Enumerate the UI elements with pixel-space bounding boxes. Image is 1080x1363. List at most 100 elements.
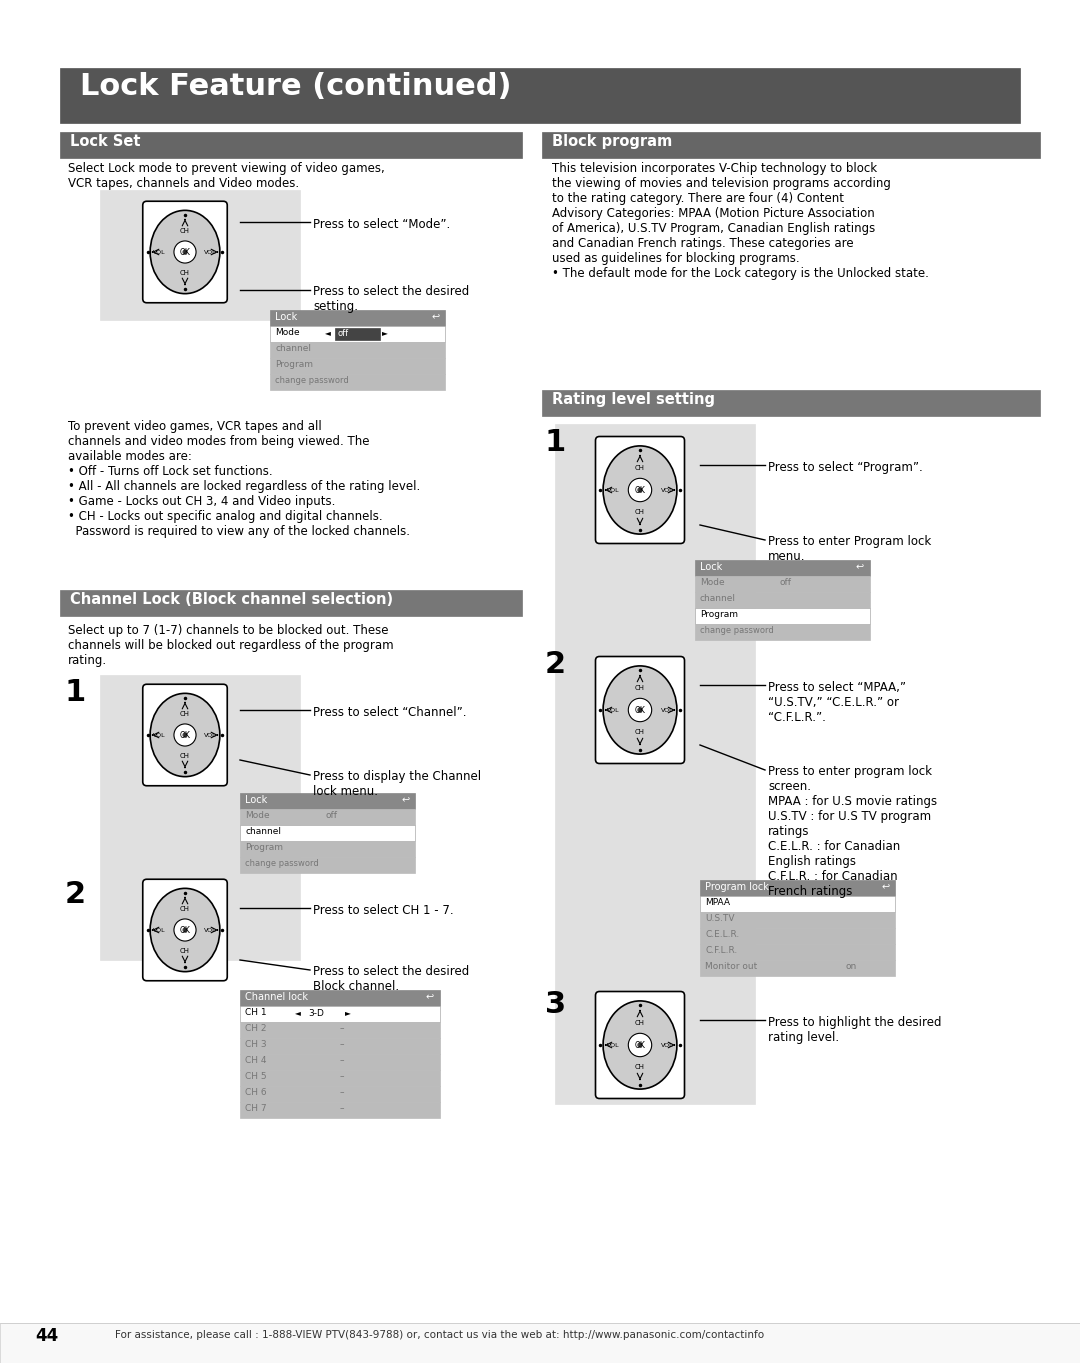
Text: VOL: VOL bbox=[607, 1044, 619, 1048]
Bar bbox=[700, 928, 895, 945]
Text: CH: CH bbox=[635, 729, 645, 735]
Text: CH: CH bbox=[635, 510, 645, 515]
Text: Press to select “Channel”.: Press to select “Channel”. bbox=[313, 706, 467, 720]
Bar bbox=[240, 793, 415, 810]
Text: channel: channel bbox=[700, 594, 735, 602]
Bar bbox=[696, 560, 870, 577]
Text: OK: OK bbox=[635, 487, 646, 495]
Text: ►: ► bbox=[345, 1009, 351, 1017]
Bar bbox=[60, 68, 1020, 123]
Text: CH: CH bbox=[635, 1065, 645, 1070]
FancyBboxPatch shape bbox=[143, 684, 227, 785]
Bar bbox=[240, 1086, 440, 1103]
Text: ↩: ↩ bbox=[431, 312, 440, 322]
Bar bbox=[696, 577, 870, 592]
Ellipse shape bbox=[150, 694, 220, 777]
Text: Mode: Mode bbox=[245, 811, 270, 821]
Bar bbox=[100, 675, 300, 960]
Text: CH: CH bbox=[635, 1020, 645, 1026]
Text: OK: OK bbox=[635, 706, 646, 716]
Text: change password: change password bbox=[245, 859, 319, 868]
Text: U.S.TV: U.S.TV bbox=[705, 915, 734, 923]
Circle shape bbox=[183, 927, 188, 932]
Text: 1: 1 bbox=[545, 428, 566, 457]
Text: CH 6: CH 6 bbox=[245, 1088, 267, 1097]
Circle shape bbox=[637, 707, 643, 713]
Text: CH: CH bbox=[635, 465, 645, 470]
Text: CH: CH bbox=[180, 906, 190, 912]
Text: Mode: Mode bbox=[275, 328, 299, 337]
Text: CH 7: CH 7 bbox=[245, 1104, 267, 1114]
Ellipse shape bbox=[603, 1000, 677, 1089]
Text: VOL: VOL bbox=[661, 1044, 673, 1048]
Text: –: – bbox=[340, 1040, 345, 1050]
Bar bbox=[240, 1006, 440, 1022]
Text: ↩: ↩ bbox=[881, 882, 889, 891]
Bar bbox=[270, 342, 445, 358]
Text: 3: 3 bbox=[545, 990, 566, 1020]
Text: CH: CH bbox=[180, 711, 190, 717]
Text: Channel lock: Channel lock bbox=[245, 992, 308, 1002]
Bar bbox=[240, 990, 440, 1006]
Text: CH 2: CH 2 bbox=[245, 1024, 267, 1033]
Text: Select up to 7 (1-7) channels to be blocked out. These
channels will be blocked : Select up to 7 (1-7) channels to be bloc… bbox=[68, 624, 393, 667]
Bar bbox=[542, 132, 1040, 158]
Ellipse shape bbox=[603, 667, 677, 754]
Text: ↩: ↩ bbox=[856, 562, 864, 572]
Ellipse shape bbox=[150, 889, 220, 972]
Text: Rating level setting: Rating level setting bbox=[552, 393, 715, 408]
Text: VOL: VOL bbox=[204, 733, 217, 739]
Circle shape bbox=[174, 919, 197, 940]
Text: –: – bbox=[340, 1056, 345, 1065]
Text: ↩: ↩ bbox=[401, 795, 409, 806]
Text: ◄: ◄ bbox=[295, 1009, 301, 1017]
Bar bbox=[100, 189, 300, 320]
Text: Lock: Lock bbox=[245, 795, 267, 806]
Bar bbox=[700, 912, 895, 928]
Text: C.F.L.R.: C.F.L.R. bbox=[705, 946, 738, 955]
Circle shape bbox=[637, 1043, 643, 1048]
Bar bbox=[542, 390, 1040, 416]
Text: VOL: VOL bbox=[661, 709, 673, 713]
Text: Press to select “MPAA,”
“U.S.TV,” “C.E.L.R.” or
“C.F.L.R.”.: Press to select “MPAA,” “U.S.TV,” “C.E.L… bbox=[768, 682, 906, 724]
Circle shape bbox=[629, 478, 651, 502]
Text: 3-D: 3-D bbox=[308, 1009, 324, 1018]
Bar bbox=[335, 328, 380, 339]
Bar bbox=[240, 1022, 440, 1039]
Text: ◄: ◄ bbox=[325, 328, 330, 337]
Circle shape bbox=[174, 724, 197, 746]
Text: Lock: Lock bbox=[700, 562, 723, 572]
Text: –: – bbox=[340, 1073, 345, 1081]
Text: CH: CH bbox=[180, 947, 190, 954]
Text: channel: channel bbox=[245, 827, 281, 836]
Text: Lock Set: Lock Set bbox=[70, 134, 140, 149]
Bar bbox=[240, 1070, 440, 1086]
Text: Press to select the desired
Block channel.: Press to select the desired Block channe… bbox=[313, 965, 469, 994]
Bar bbox=[555, 424, 755, 1104]
Text: –: – bbox=[340, 1024, 345, 1033]
Text: 44: 44 bbox=[35, 1328, 58, 1345]
Text: VOL: VOL bbox=[204, 251, 217, 255]
Bar bbox=[696, 608, 870, 624]
Text: Program: Program bbox=[275, 360, 313, 369]
Text: CH 4: CH 4 bbox=[245, 1056, 267, 1065]
Text: VOL: VOL bbox=[153, 733, 166, 739]
Text: CH: CH bbox=[180, 228, 190, 234]
Bar bbox=[700, 960, 895, 976]
Circle shape bbox=[174, 241, 197, 263]
Text: 2: 2 bbox=[545, 650, 566, 679]
Text: off: off bbox=[338, 328, 349, 338]
Text: Press to select “Mode”.: Press to select “Mode”. bbox=[313, 218, 450, 230]
Text: change password: change password bbox=[275, 376, 349, 384]
Bar bbox=[700, 880, 895, 895]
Text: CH: CH bbox=[635, 684, 645, 691]
Text: CH: CH bbox=[180, 270, 190, 275]
Text: VOL: VOL bbox=[607, 488, 619, 493]
Text: Program: Program bbox=[700, 611, 738, 619]
Bar bbox=[270, 373, 445, 390]
Text: Press to select the desired
setting.: Press to select the desired setting. bbox=[313, 285, 469, 313]
Text: C.E.L.R.: C.E.L.R. bbox=[705, 930, 739, 939]
Text: To prevent video games, VCR tapes and all
channels and video modes from being vi: To prevent video games, VCR tapes and al… bbox=[68, 420, 420, 538]
Text: Press to select CH 1 - 7.: Press to select CH 1 - 7. bbox=[313, 904, 454, 917]
Text: ►: ► bbox=[382, 328, 388, 337]
